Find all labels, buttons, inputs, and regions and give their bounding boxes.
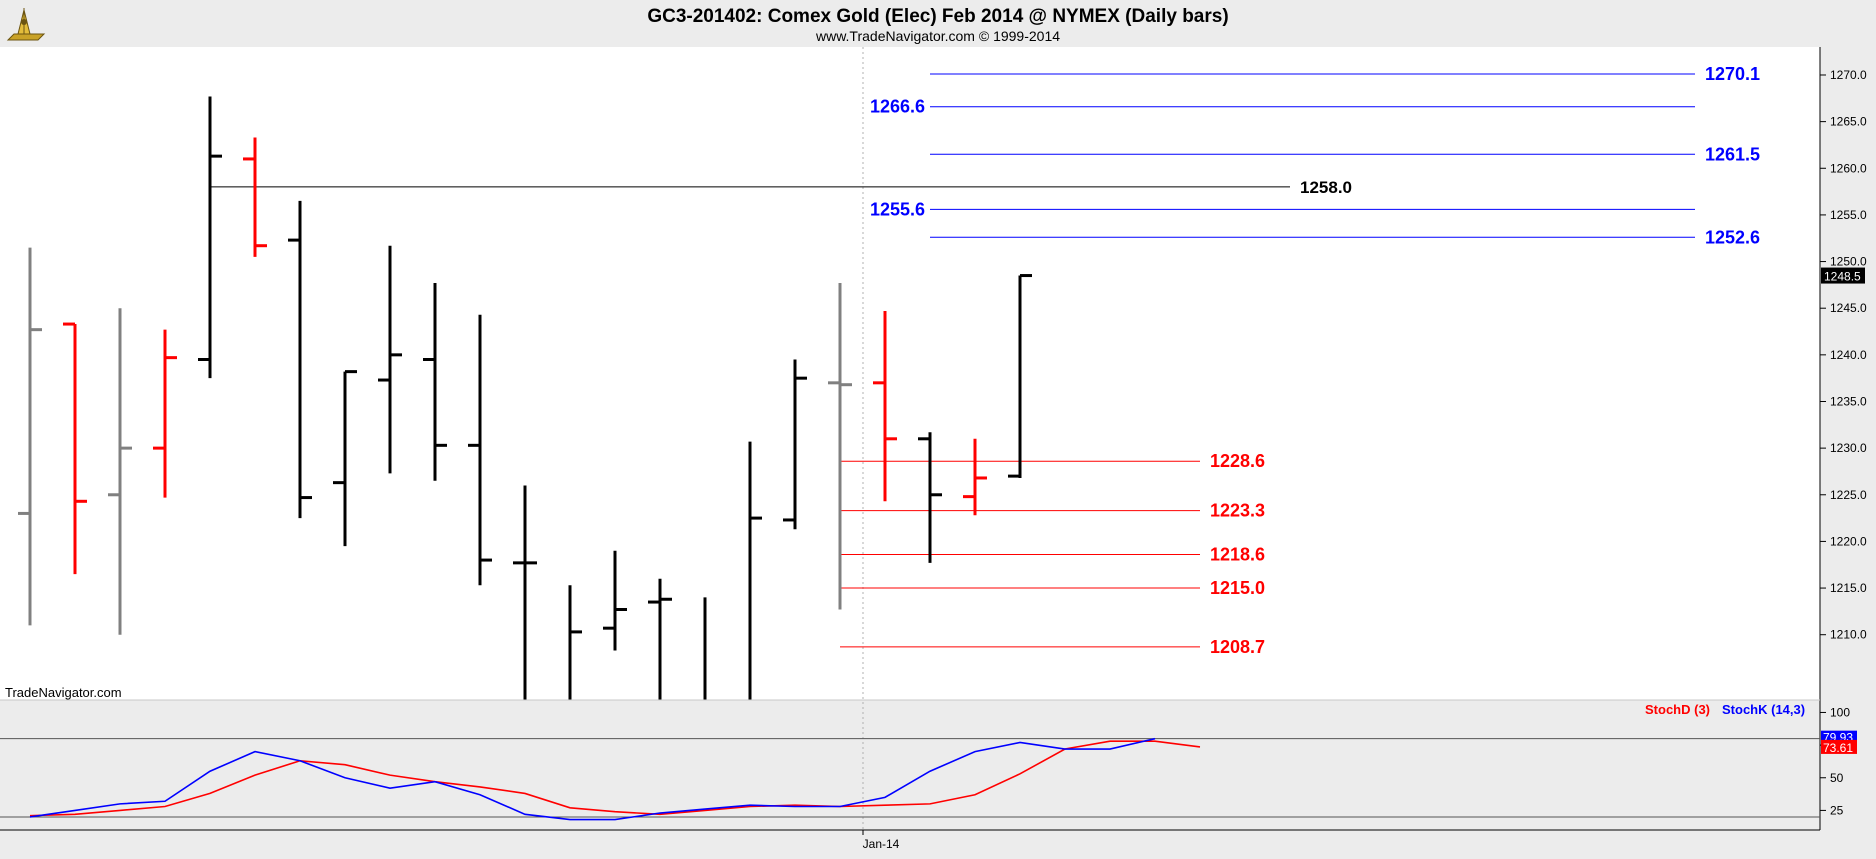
- plot-background: [0, 47, 1820, 700]
- stochastic-legend: StochD (3) StochK (14,3): [1645, 702, 1805, 717]
- osc-tick-label: 25: [1830, 803, 1844, 817]
- y-tick-label: 1225.0: [1830, 488, 1867, 502]
- y-tick-label: 1250.0: [1830, 255, 1867, 269]
- level-label: 1270.1: [1705, 64, 1760, 84]
- y-tick-label: 1245.0: [1830, 301, 1867, 315]
- level-label: 1252.6: [1705, 227, 1760, 247]
- ohlc-bar: [378, 245, 402, 474]
- level-label: 1255.6: [870, 199, 925, 219]
- y-tick-label: 1240.0: [1830, 348, 1867, 362]
- stoch-line-blue: [29, 737, 1156, 821]
- ohlc-bar: [198, 96, 222, 379]
- chart-title: GC3-201402: Comex Gold (Elec) Feb 2014 @…: [647, 6, 1228, 27]
- ohlc-bar: [513, 485, 537, 700]
- price-levels: 1258.0 1270.1 1266.6 1261.5 1255.6 1252.6 1228…: [210, 64, 1760, 657]
- y-tick-label: 1260.0: [1830, 161, 1867, 175]
- price-bars: [18, 96, 1032, 700]
- ohlc-bar: [1008, 274, 1032, 478]
- y-tick-label: 1210.0: [1830, 628, 1867, 642]
- ohlc-bar: [873, 310, 897, 502]
- level-label: 1208.7: [1210, 637, 1265, 657]
- ohlc-bar: [468, 314, 492, 586]
- ohlc-bar: [153, 329, 177, 498]
- ohlc-bar: [333, 370, 357, 547]
- ohlc-bar: [703, 597, 707, 700]
- y-tick-label: 1215.0: [1830, 581, 1867, 595]
- stoch-d-badge: [1821, 739, 1857, 754]
- ohlc-bar: [648, 578, 672, 700]
- ohlc-bar: [243, 137, 267, 257]
- last-price-badge: [1821, 267, 1865, 284]
- y-tick-label: 1235.0: [1830, 394, 1867, 408]
- ohlc-bar: [783, 359, 807, 530]
- chart-subtitle: www.TradeNavigator.com © 1999-2014: [815, 28, 1060, 44]
- y-tick-label: 1220.0: [1830, 534, 1867, 548]
- x-tick-label: Jan-14: [863, 837, 900, 851]
- level-label: 1228.6: [1210, 451, 1265, 471]
- stochastic-panel: [0, 737, 1820, 821]
- level-label: 1266.6: [870, 97, 925, 117]
- level-label: 1258.0: [1300, 178, 1352, 197]
- level-label: 1223.3: [1210, 501, 1265, 521]
- y-tick-label: 1270.0: [1830, 68, 1867, 82]
- stoch-line-red: [29, 740, 1201, 817]
- ohlc-bar: [18, 247, 42, 626]
- level-label: 1218.6: [1210, 544, 1265, 564]
- osc-tick-label: 100: [1830, 705, 1850, 719]
- y-tick-label: 1255.0: [1830, 208, 1867, 222]
- y-tick-label: 1265.0: [1830, 115, 1867, 129]
- ohlc-bar: [288, 200, 312, 519]
- trade-navigator-logo-icon: [6, 8, 46, 41]
- ohlc-bar: [63, 322, 87, 575]
- ohlc-bar: [568, 585, 582, 700]
- ohlc-bar: [423, 283, 447, 481]
- watermark: TradeNavigator.com: [5, 685, 122, 700]
- osc-tick-label: 50: [1830, 771, 1844, 785]
- ohlc-bar: [963, 438, 987, 516]
- ohlc-bar: [108, 308, 132, 635]
- ohlc-bar: [828, 283, 852, 610]
- ohlc-bar: [603, 550, 627, 651]
- level-label: 1215.0: [1210, 578, 1265, 598]
- stoch-d-value: 73.61: [1823, 741, 1853, 755]
- y-tick-label: 1230.0: [1830, 441, 1867, 455]
- last-price-label: 1248.5: [1824, 270, 1861, 284]
- ohlc-bar: [918, 432, 942, 563]
- time-axis: Jan-14: [0, 829, 1820, 851]
- legend-stoch-d: StochD (3): [1645, 702, 1710, 717]
- level-label: 1261.5: [1705, 144, 1760, 164]
- legend-stoch-k: StochK (14,3): [1722, 702, 1805, 717]
- ohlc-bar: [748, 441, 762, 700]
